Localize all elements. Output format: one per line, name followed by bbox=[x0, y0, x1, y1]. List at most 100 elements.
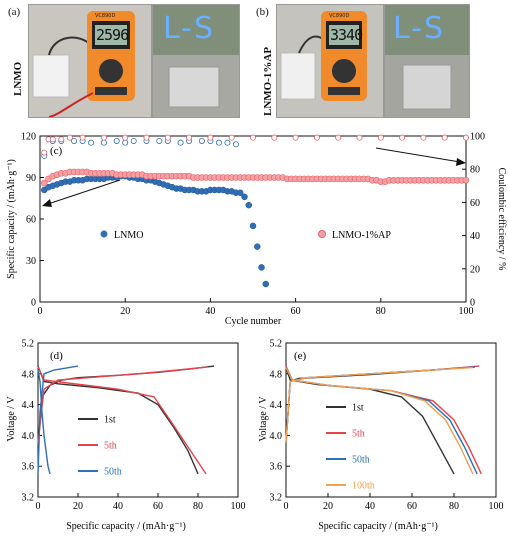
profile-legend-label: 1st bbox=[352, 403, 364, 414]
capacity-point bbox=[262, 280, 270, 288]
profile-y-tick-label: 4.4 bbox=[22, 400, 35, 411]
ce-point bbox=[228, 134, 235, 141]
legend-ap-marker bbox=[318, 230, 326, 238]
voltage-profile-ap: 0 20 40 60 80 100 3.2 3.6 4.0 4.4 4.8 5.2 1st 5th 50th… bbox=[258, 339, 504, 533]
ce-point bbox=[130, 137, 137, 144]
cycling-x-tick-label: 100 bbox=[459, 306, 474, 317]
legend-ap-label: LNMO-1%AP bbox=[332, 230, 391, 241]
ce-point bbox=[186, 134, 193, 141]
ce-point bbox=[49, 136, 56, 143]
profile-curve-charge bbox=[37, 365, 215, 448]
profile-x-tick-label: 40 bbox=[113, 501, 123, 512]
ce-point bbox=[79, 134, 86, 141]
profile-legend-label: 5th bbox=[352, 429, 365, 440]
profile-y-tick-label: 4.8 bbox=[22, 369, 35, 380]
ce-point bbox=[122, 139, 129, 146]
panel-e-label: (e) bbox=[294, 350, 307, 362]
profile-d-xlabel: Specific capacity / (mAh·g⁻¹) bbox=[66, 521, 186, 532]
profile-curve-charge bbox=[285, 366, 476, 444]
profile-e-xlabel: Specific capacity / (mAh·g⁻¹) bbox=[318, 521, 438, 532]
ce-point bbox=[100, 139, 107, 146]
capacity-point bbox=[249, 222, 257, 230]
profile-x-tick-label: 0 bbox=[284, 501, 289, 512]
cycling-x-tick-label: 40 bbox=[205, 306, 215, 317]
cycling-yr-tick-label: 100 bbox=[470, 132, 485, 143]
ce-point bbox=[399, 134, 406, 141]
profile-plot-frame bbox=[285, 342, 497, 498]
cycling-yl-tick-label: 30 bbox=[26, 256, 36, 267]
capacity-point bbox=[462, 176, 470, 184]
cycling-yl-tick-label: 0 bbox=[31, 298, 36, 309]
cycling-yr-tick-label: 80 bbox=[470, 165, 480, 176]
ce-point bbox=[420, 134, 427, 141]
panel-a-side-label: LNMO bbox=[12, 61, 24, 96]
cycling-x-tick-label: 0 bbox=[38, 306, 43, 317]
profile-curve-charge bbox=[37, 365, 79, 474]
panel-c-label: (c) bbox=[50, 145, 63, 157]
panel-d-label: (d) bbox=[50, 350, 63, 362]
profile-legend-label: 1st bbox=[104, 415, 116, 426]
panel-a-photo-led: L-S bbox=[152, 4, 240, 118]
cycling-plot-frame bbox=[39, 135, 467, 303]
panel-b-led-text: L-S bbox=[393, 11, 446, 46]
ce-point bbox=[88, 139, 95, 146]
cycling-ylabel-right: Coulombic efficiency / % bbox=[496, 168, 507, 271]
panel-b-photo-multimeter: VC890D 3340 bbox=[276, 4, 384, 118]
ce-point bbox=[122, 134, 129, 141]
ce-point bbox=[207, 134, 214, 141]
panel-b-photo-led: L-S bbox=[384, 4, 470, 118]
cycling-x-tick-label: 20 bbox=[120, 306, 130, 317]
ce-point bbox=[100, 134, 107, 141]
profile-x-tick-label: 80 bbox=[449, 501, 459, 512]
cycling-x-tick-label: 60 bbox=[291, 306, 301, 317]
ce-point bbox=[292, 134, 299, 141]
capacity-point bbox=[258, 264, 265, 271]
profile-curve-charge bbox=[285, 366, 476, 444]
panel-b-meter-reading: 3340 bbox=[330, 26, 363, 44]
profile-x-tick-label: 100 bbox=[231, 501, 246, 512]
panel-a-label: (a) bbox=[8, 6, 21, 18]
panel-b-side-label: LNMO-1%AP bbox=[262, 46, 274, 116]
profile-d-ylabel: Voltage / V bbox=[6, 396, 17, 442]
voltage-profile-lnmo: 0 20 40 60 80 100 3.2 3.6 4.0 4.4 4.8 5.2 1st 5th 50th… bbox=[6, 339, 246, 533]
capacity-point bbox=[40, 179, 48, 187]
capacity-point bbox=[236, 189, 244, 196]
profile-x-tick-label: 100 bbox=[489, 501, 504, 512]
legend-lnmo-label: LNMO bbox=[114, 230, 143, 241]
profile-y-tick-label: 5.2 bbox=[22, 339, 35, 350]
ce-point bbox=[41, 149, 48, 156]
profile-curve-discharge bbox=[285, 367, 474, 475]
profile-y-tick-label: 4.4 bbox=[270, 400, 283, 411]
ce-point bbox=[156, 137, 163, 144]
profile-y-tick-label: 4.0 bbox=[22, 431, 35, 442]
ce-point bbox=[335, 134, 342, 141]
ce-point bbox=[143, 134, 150, 141]
panel-b-label: (b) bbox=[256, 6, 269, 18]
profile-curve-discharge bbox=[285, 365, 482, 475]
ce-point bbox=[441, 134, 448, 141]
cycling-yr-tick-label: 40 bbox=[470, 231, 480, 242]
profile-y-tick-label: 4.0 bbox=[270, 431, 283, 442]
cycling-yr-tick-label: 20 bbox=[470, 264, 480, 275]
profile-curve-charge bbox=[37, 366, 209, 444]
panel-a-photo-multimeter: VC890D 2596 bbox=[28, 4, 152, 118]
ce-point bbox=[224, 139, 231, 146]
profile-x-tick-label: 0 bbox=[36, 501, 41, 512]
cycling-yl-tick-label: 90 bbox=[26, 173, 36, 184]
profile-y-tick-label: 4.8 bbox=[270, 369, 283, 380]
cycling-x-tick-label: 80 bbox=[376, 306, 386, 317]
ce-point bbox=[66, 134, 73, 141]
ce-point bbox=[356, 134, 363, 141]
profile-x-tick-label: 80 bbox=[193, 501, 203, 512]
ce-point bbox=[215, 139, 222, 146]
profile-legend-label: 50th bbox=[104, 467, 122, 478]
profile-curve-discharge bbox=[37, 369, 51, 475]
profile-x-tick-label: 60 bbox=[153, 501, 163, 512]
cycling-yl-tick-label: 120 bbox=[21, 132, 36, 143]
cycling-ylabel-left: Specific capacity / (mAh·g⁻¹) bbox=[6, 159, 17, 279]
panel-a-meter-brand: VC890D bbox=[95, 13, 116, 19]
ce-point bbox=[164, 134, 171, 141]
arrow-right-axis bbox=[375, 147, 461, 163]
ce-point bbox=[271, 134, 278, 141]
